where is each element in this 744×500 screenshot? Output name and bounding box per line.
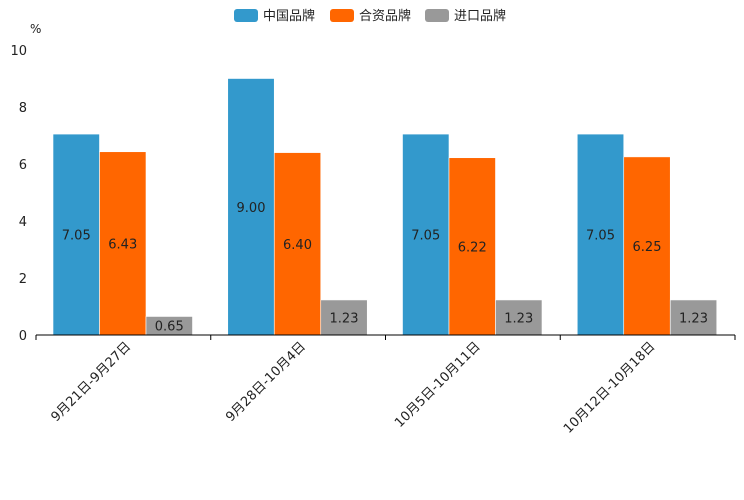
data-label-2-1: 6.43: [108, 237, 137, 252]
bar-2-4: [623, 156, 671, 336]
data-label-2-2: 6.40: [283, 238, 312, 253]
legend-label-3: 进口品牌: [454, 8, 506, 24]
legend: 中国品牌 合资品牌 进口品牌: [234, 8, 506, 24]
y-tick-label-2: 2: [19, 272, 27, 287]
bar-1-1: [52, 133, 100, 336]
x-tick-label-4: 10月12日-10月18日: [561, 339, 658, 436]
y-tick-label-10: 10: [10, 44, 27, 59]
bar-1-4: [576, 133, 625, 336]
data-label-3-2: 1.23: [330, 311, 359, 326]
data-label-1-1: 7.05: [62, 229, 91, 244]
bar-3-3: [495, 299, 543, 336]
y-tick-label-6: 6: [19, 158, 27, 173]
bar-1-2: [227, 78, 275, 336]
legend-swatch-2: [330, 9, 354, 22]
bar-2-1: [99, 151, 147, 336]
x-tick-label-1: 9月21日-9月27日: [48, 339, 134, 425]
data-label-3-1: 0.65: [155, 320, 184, 335]
legend-swatch-3: [425, 9, 449, 22]
y-tick-label-8: 8: [19, 101, 27, 116]
bar-2-3: [448, 157, 496, 336]
legend-label-2: 合资品牌: [359, 8, 411, 24]
data-label-1-2: 9.00: [237, 201, 266, 216]
data-label-1-3: 7.05: [411, 229, 440, 244]
data-label-3-3: 1.23: [504, 311, 533, 326]
x-axis-tick-labels: 9月21日-9月27日 9月28日-10月4日 10月5日-10月11日 10月12日…: [48, 339, 658, 436]
bar-2-2: [273, 152, 322, 336]
legend-label-1: 中国品牌: [263, 8, 315, 24]
y-tick-label-4: 4: [19, 215, 27, 230]
x-axis: [35, 334, 736, 340]
data-label-3-4: 1.23: [679, 311, 708, 326]
y-tick-label-0: 0: [19, 329, 27, 344]
bars: 7.05 6.43 0.65 9.00 6.40 1.23 7.05 6.22 1.23 7.05…: [52, 78, 718, 336]
legend-swatch-1: [234, 9, 258, 22]
data-label-2-3: 6.22: [458, 240, 487, 255]
x-tick-label-2: 9月28日-10月4日: [223, 339, 309, 425]
y-axis-unit-label: %: [30, 22, 41, 36]
data-label-1-4: 7.05: [586, 229, 615, 244]
x-tick-label-3: 10月5日-10月11日: [392, 339, 484, 431]
data-label-2-4: 6.25: [633, 240, 662, 255]
y-axis-ticks: 0 2 4 6 8 10: [10, 44, 27, 344]
